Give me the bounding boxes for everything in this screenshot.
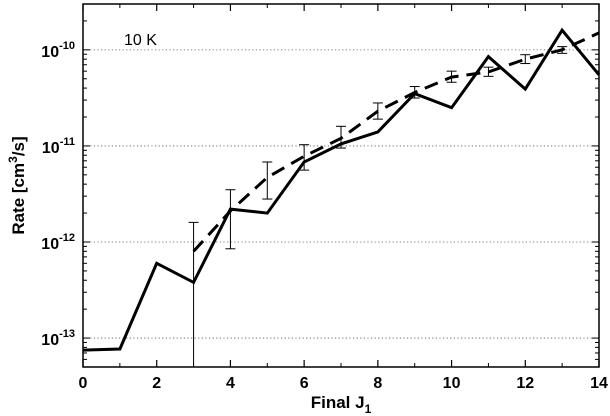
x-axis-label: Final J1 bbox=[311, 393, 372, 416]
x-tick-label: 8 bbox=[373, 375, 382, 392]
y-tick-label: 10-13 bbox=[41, 328, 75, 349]
y-tick-base: 10 bbox=[41, 44, 59, 61]
y-axis-label-superscript: 3 bbox=[6, 156, 20, 163]
series-lines bbox=[82, 27, 601, 352]
y-tick-label: 10-10 bbox=[41, 40, 75, 61]
x-axis-label-main: Final J bbox=[311, 393, 365, 412]
y-tick-exponent: -12 bbox=[59, 232, 75, 244]
dashed-series-line bbox=[192, 31, 600, 253]
x-tick-label: 10 bbox=[443, 375, 461, 392]
x-tick-label: 4 bbox=[226, 375, 235, 392]
grid bbox=[83, 49, 599, 339]
x-tick-label: 6 bbox=[300, 375, 309, 392]
y-axis-label-post: /s] bbox=[9, 136, 28, 156]
y-tick-base: 10 bbox=[41, 332, 59, 349]
y-axis-label: Rate [cm3/s] bbox=[6, 136, 28, 234]
x-tick-label: 12 bbox=[516, 375, 534, 392]
y-tick-label: 10-12 bbox=[41, 232, 75, 253]
temperature-annotation: 10 K bbox=[124, 32, 157, 49]
x-tick-label: 0 bbox=[79, 375, 88, 392]
y-tick-exponent: -13 bbox=[59, 328, 75, 340]
x-axis-label-subscript: 1 bbox=[365, 402, 372, 416]
y-tick-base: 10 bbox=[41, 236, 59, 253]
y-tick-exponent: -10 bbox=[59, 40, 75, 52]
y-tick-label: 10-11 bbox=[42, 136, 75, 157]
error-bars bbox=[188, 46, 568, 367]
y-tick-exponent: -11 bbox=[60, 136, 75, 148]
y-axis-label-pre: Rate [cm bbox=[9, 163, 28, 235]
solid-series-line bbox=[82, 27, 601, 352]
plot-frame bbox=[82, 3, 600, 368]
x-tick-label: 2 bbox=[152, 375, 161, 392]
y-tick-base: 10 bbox=[42, 140, 60, 157]
x-tick-label: 14 bbox=[590, 375, 608, 392]
